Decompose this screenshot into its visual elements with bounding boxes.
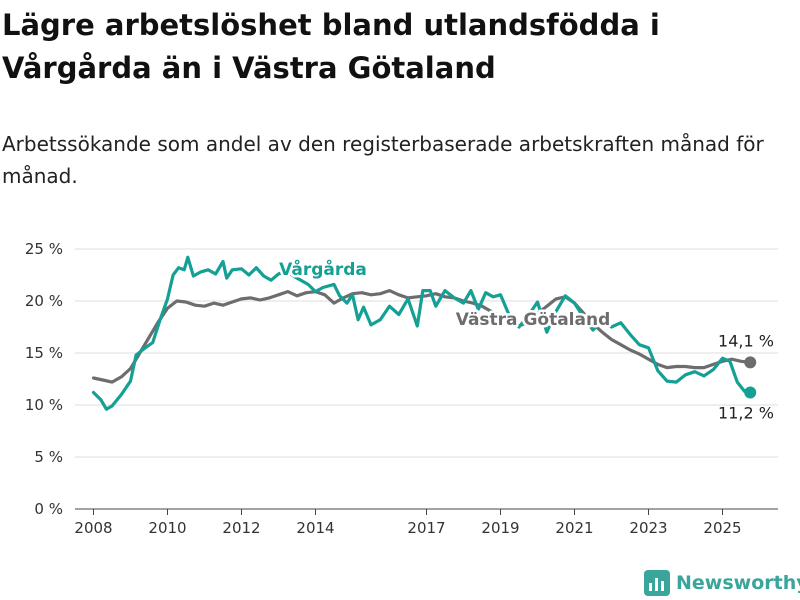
x-tick-label: 2023 [629,519,667,537]
end-value-label-vastra-gotaland: 14,1 % [718,331,774,350]
chart-subtitle: Arbetssökande som andel av den registerb… [2,132,764,188]
gridlines [75,248,778,510]
x-tick-label: 2010 [148,519,186,537]
brand-name: Newsworthy [676,572,800,594]
y-tick-label: 10 % [25,396,63,414]
x-tick-label: 2019 [481,519,519,537]
x-tick-label: 2014 [296,519,334,537]
series-label-vastra-gotaland-halo: Västra Götaland [456,310,611,330]
series-label-vargarda-halo: Vårgårda [279,258,367,280]
y-tick-label: 15 % [25,344,63,362]
series-lines [91,255,757,411]
x-tick-label: 2008 [74,519,112,537]
series-label-vastra-gotaland: Västra Götaland [456,310,611,330]
series-label-vargarda: Vårgårda [279,258,367,280]
chart-title: Lägre arbetslöshet bland utlandsfödda i … [2,8,660,85]
line-chart: 0 % 5 % 10 % 15 % 20 % 25 % 2008 2010 2012 2014 20… [25,240,778,537]
x-tick-label: 2025 [703,519,741,537]
y-tick-label: 5 % [34,448,63,466]
series-endpoint-vargarda [744,386,757,399]
x-tick-label: 2017 [407,519,445,537]
axes: 0 % 5 % 10 % 15 % 20 % 25 % 2008 2010 2012 2014 20… [25,240,742,537]
brand-logo: Newsworthy [644,570,800,596]
x-tick-label: 2012 [222,519,260,537]
end-value-label-vargarda: 11,2 % [718,404,774,423]
newsworthy-logo-icon [644,570,670,596]
series-line-vargarda [91,255,752,411]
y-tick-label: 0 % [34,500,63,518]
y-tick-label: 25 % [25,240,63,258]
x-tick-label: 2021 [555,519,593,537]
y-tick-label: 20 % [25,292,63,310]
series-endpoint-vastra-gotaland [744,356,757,369]
